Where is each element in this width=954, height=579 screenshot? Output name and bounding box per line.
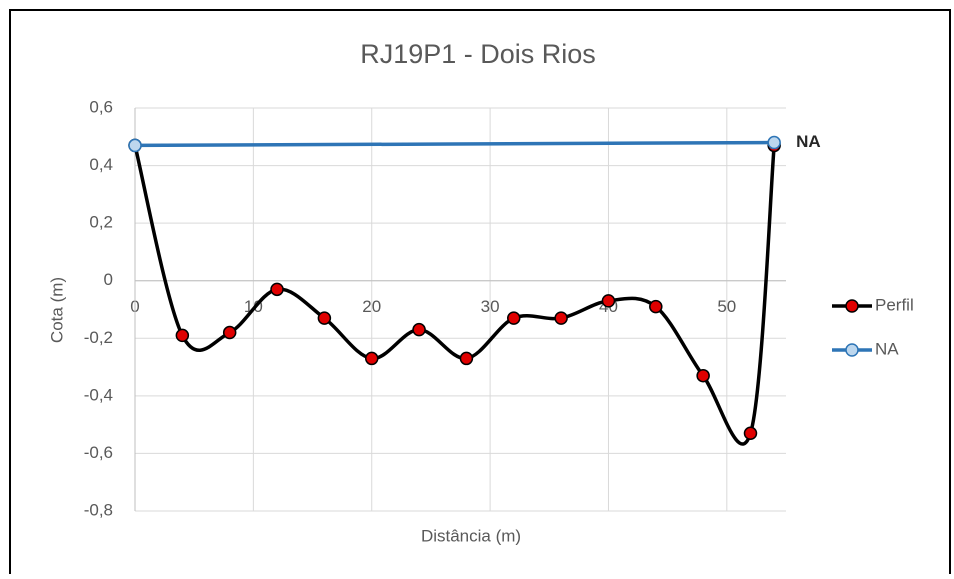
data-point: [412, 322, 426, 337]
data-point: [767, 135, 781, 150]
x-tick-label: 50: [717, 297, 736, 316]
data-point: [364, 351, 379, 366]
y-axis-title: Cota (m): [47, 277, 66, 343]
y-tick-label: -0,8: [84, 500, 113, 519]
data-point: [554, 311, 568, 325]
legend-label: NA: [875, 339, 899, 358]
x-tick-label: 30: [481, 297, 500, 316]
y-tick-label: -0,2: [84, 328, 113, 347]
chart-title: RJ19P1 - Dois Rios: [360, 39, 596, 69]
data-point: [222, 325, 237, 340]
y-tick-label: 0,6: [89, 97, 113, 116]
legend-label: Perfil: [875, 295, 914, 314]
data-point: [649, 299, 663, 314]
data-point: [507, 311, 521, 325]
series-line: [134, 140, 775, 148]
y-tick-label: -0,4: [84, 385, 113, 404]
x-axis-title: Distância (m): [421, 526, 521, 545]
y-tick-label: -0,6: [84, 443, 113, 462]
data-point: [175, 328, 190, 343]
data-point: [459, 351, 474, 366]
data-point: [601, 294, 616, 308]
data-point: [128, 138, 142, 153]
y-tick-label: 0,4: [89, 155, 113, 174]
x-tick-label: 20: [362, 297, 381, 316]
legend-marker: [845, 299, 859, 313]
data-point: [317, 311, 332, 325]
data-point: [270, 282, 284, 297]
y-tick-label: 0: [104, 270, 113, 289]
y-tick-label: 0,2: [89, 213, 113, 232]
data-point: [696, 368, 710, 383]
data-point: [743, 426, 758, 441]
annotation: NA: [796, 132, 821, 151]
chart-frame: [9, 9, 951, 579]
legend-marker: [845, 343, 859, 357]
